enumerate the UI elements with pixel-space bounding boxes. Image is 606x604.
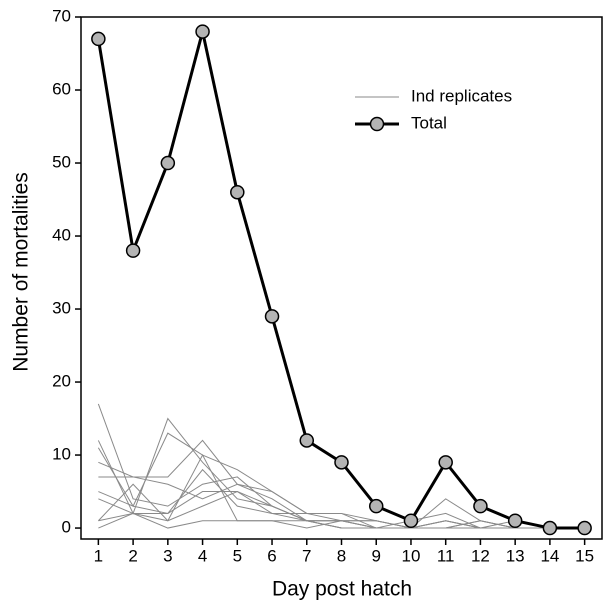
y-axis-title: Number of mortalities [10, 172, 33, 372]
total-marker [264, 309, 280, 324]
total-marker [160, 155, 176, 171]
x-tick-label: 1 [94, 546, 103, 565]
y-tick-label: 10 [52, 445, 71, 464]
total-marker [299, 433, 315, 448]
x-tick-label: 7 [302, 546, 311, 565]
y-tick-label: 70 [52, 6, 71, 25]
total-marker [542, 520, 558, 536]
total-line [96, 31, 585, 530]
total-marker [334, 455, 349, 470]
total-marker [473, 498, 488, 514]
x-tick-label: 5 [233, 546, 242, 565]
y-tick-label: 50 [52, 152, 71, 171]
x-tick-label: 2 [128, 546, 137, 565]
x-tick-label: 15 [575, 546, 594, 565]
total-marker [230, 184, 245, 200]
x-tick-label: 8 [337, 546, 346, 565]
x-tick-label: 12 [471, 546, 490, 565]
replicate-line [98, 512, 585, 529]
total-marker [507, 513, 523, 528]
legend-marker [369, 116, 385, 132]
total-marker [403, 513, 419, 528]
x-tick-label: 9 [371, 546, 380, 565]
x-tick-label: 3 [163, 546, 172, 565]
total-marker [195, 24, 210, 39]
x-tick-label: 14 [540, 546, 559, 565]
total-marker [368, 498, 384, 514]
x-tick-label: 11 [437, 546, 455, 565]
total-marker [438, 455, 453, 470]
legend-label: Total [411, 113, 447, 132]
total-marker [577, 520, 592, 536]
x-axis-title: Day post hatch [272, 578, 412, 601]
total-marker [91, 31, 106, 47]
y-tick-label: 60 [52, 79, 71, 98]
x-tick-label: 4 [198, 546, 207, 565]
y-tick-label: 30 [52, 299, 71, 318]
y-tick-label: 40 [52, 226, 71, 245]
y-tick-label: 0 [62, 518, 71, 537]
y-tick-label: 20 [52, 372, 71, 391]
total-marker [125, 243, 141, 258]
x-tick-label: 10 [402, 546, 421, 565]
x-tick-label: 6 [267, 546, 276, 565]
legend-label: Ind replicates [411, 86, 512, 105]
x-tick-label: 13 [506, 546, 525, 565]
